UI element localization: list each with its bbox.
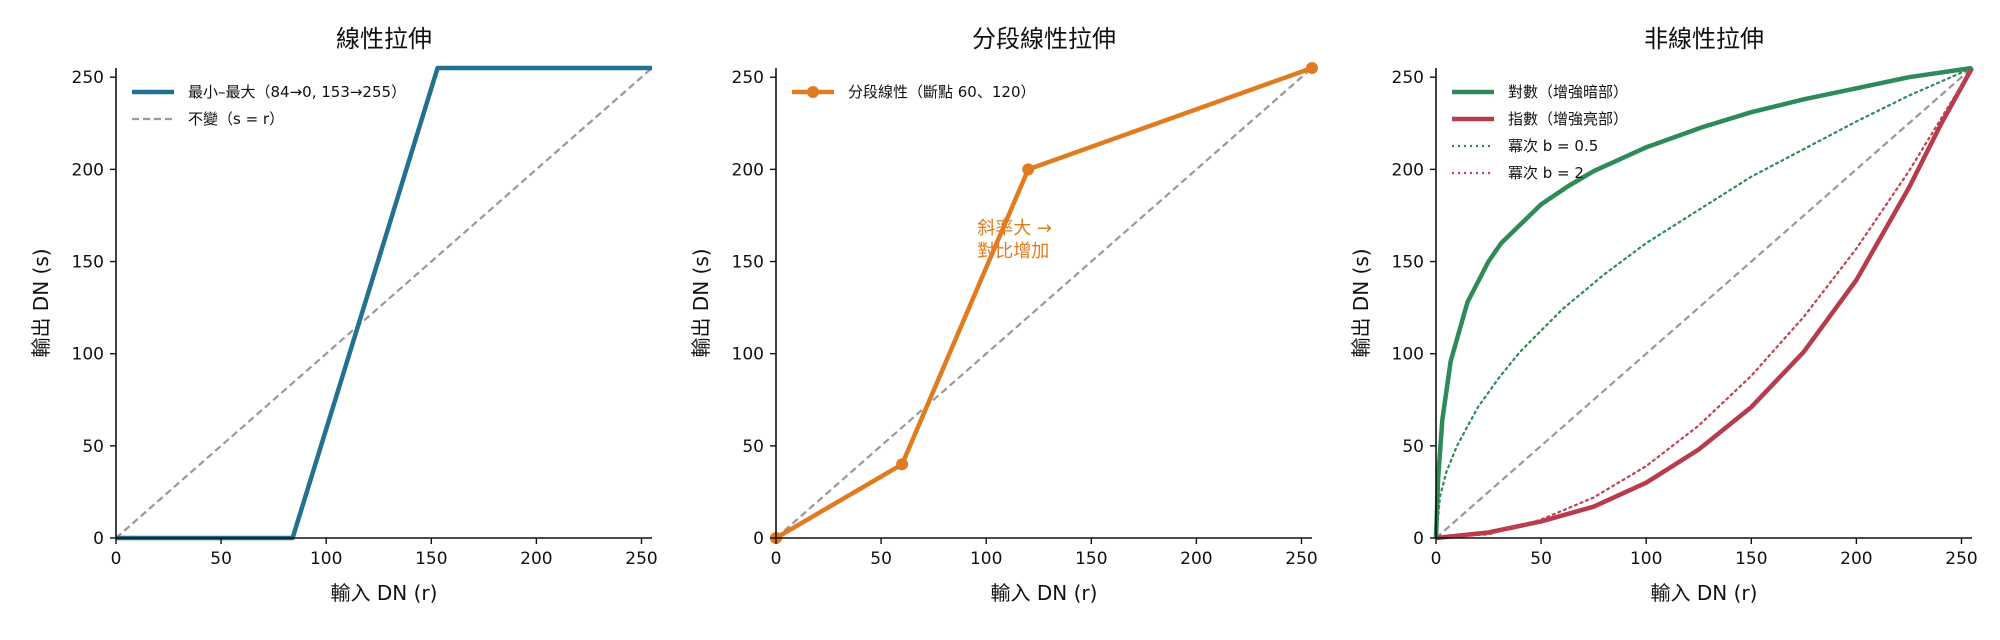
chart-panel-1: 線性拉伸 0 50 100 150 200 250 0 50 100 150 200 250 輸入 DN … xyxy=(29,25,658,605)
x-axis-label: 輸入 DN (r) xyxy=(991,581,1098,605)
y-tick-label: 0 xyxy=(1413,529,1424,549)
x-tick-label: 50 xyxy=(1530,549,1552,569)
x-tick-label: 250 xyxy=(625,549,657,569)
x-tick-label: 200 xyxy=(1840,549,1872,569)
legend-label: 不變（s = r） xyxy=(188,110,284,128)
y-tick-label: 150 xyxy=(72,253,104,273)
x-tick-label: 100 xyxy=(970,549,1002,569)
chart-panel-3: 非線性拉伸 0 50 100 150 200 250 0 50 100 150 200 250 輸入 DN… xyxy=(1349,25,1978,605)
data-point-3 xyxy=(1022,163,1035,176)
y-tick-label: 50 xyxy=(82,437,104,457)
legend-label: 冪次 b = 0.5 xyxy=(1508,137,1598,155)
series-line-1 xyxy=(1433,65,1973,539)
legend-label: 最小–最大（84→0, 153→255） xyxy=(188,83,406,101)
series-line-2 xyxy=(115,67,653,539)
x-tick-label: 250 xyxy=(1945,549,1977,569)
x-tick-label: 100 xyxy=(310,549,342,569)
y-tick-label: 200 xyxy=(1392,160,1424,180)
series-line-1 xyxy=(774,65,1313,540)
legend-label: 對數（增強暗部） xyxy=(1508,83,1628,101)
legend-label: 冪次 b = 2 xyxy=(1508,164,1584,182)
y-axis-label: 輸出 DN (s) xyxy=(1349,248,1373,357)
data-point-2 xyxy=(896,458,909,471)
x-tick-label: 250 xyxy=(1285,549,1317,569)
y-tick-label: 50 xyxy=(1402,437,1424,457)
y-tick-label: 0 xyxy=(753,529,764,549)
y-axis-label: 輸出 DN (s) xyxy=(29,248,53,357)
series-line-2 xyxy=(1435,66,1974,541)
x-tick-label: 200 xyxy=(1180,549,1212,569)
y-tick-label: 50 xyxy=(742,437,764,457)
x-tick-label: 0 xyxy=(1431,549,1442,569)
series-line-3 xyxy=(1434,66,1974,540)
chart-panel-2: 分段線性拉伸 0 50 100 150 200 250 0 50 100 150 200 250 輸入 D… xyxy=(689,25,1318,605)
y-axis-label: 輸出 DN (s) xyxy=(689,248,713,357)
y-tick-label: 200 xyxy=(72,160,104,180)
y-tick-label: 100 xyxy=(1392,345,1424,365)
x-tick-label: 50 xyxy=(210,549,232,569)
x-tick-label: 50 xyxy=(870,549,892,569)
x-tick-label: 150 xyxy=(1735,549,1767,569)
y-tick-label: 150 xyxy=(1392,253,1424,273)
x-axis-label: 輸入 DN (r) xyxy=(331,581,438,605)
x-tick-label: 100 xyxy=(1630,549,1662,569)
x-tick-label: 0 xyxy=(111,549,122,569)
x-tick-label: 150 xyxy=(1075,549,1107,569)
legend-label: 指數（增強亮部） xyxy=(1508,110,1628,128)
chart-title: 分段線性拉伸 xyxy=(972,25,1116,53)
y-tick-label: 150 xyxy=(732,253,764,273)
series-line-2 xyxy=(775,67,1313,539)
series-line-5 xyxy=(1435,67,1973,539)
x-tick-label: 200 xyxy=(520,549,552,569)
annotation-text: 斜率大 → xyxy=(977,218,1052,239)
y-tick-label: 100 xyxy=(72,345,104,365)
x-axis-label: 輸入 DN (r) xyxy=(1651,581,1758,605)
x-tick-label: 150 xyxy=(415,549,447,569)
chart-title: 非線性拉伸 xyxy=(1644,25,1764,53)
y-tick-label: 200 xyxy=(732,160,764,180)
y-tick-label: 250 xyxy=(1392,68,1424,88)
y-tick-label: 100 xyxy=(732,345,764,365)
legend-marker xyxy=(807,86,819,98)
chart-title: 線性拉伸 xyxy=(336,25,432,53)
x-tick-label: 0 xyxy=(771,549,782,569)
series-line-4 xyxy=(1434,66,1974,540)
data-point-4 xyxy=(1306,62,1318,74)
legend-label: 分段線性（斷點 60、120） xyxy=(848,83,1036,101)
y-tick-label: 250 xyxy=(72,68,104,88)
y-tick-label: 0 xyxy=(93,529,104,549)
y-tick-label: 250 xyxy=(732,68,764,88)
annotation-text: 對比增加 xyxy=(977,241,1049,262)
